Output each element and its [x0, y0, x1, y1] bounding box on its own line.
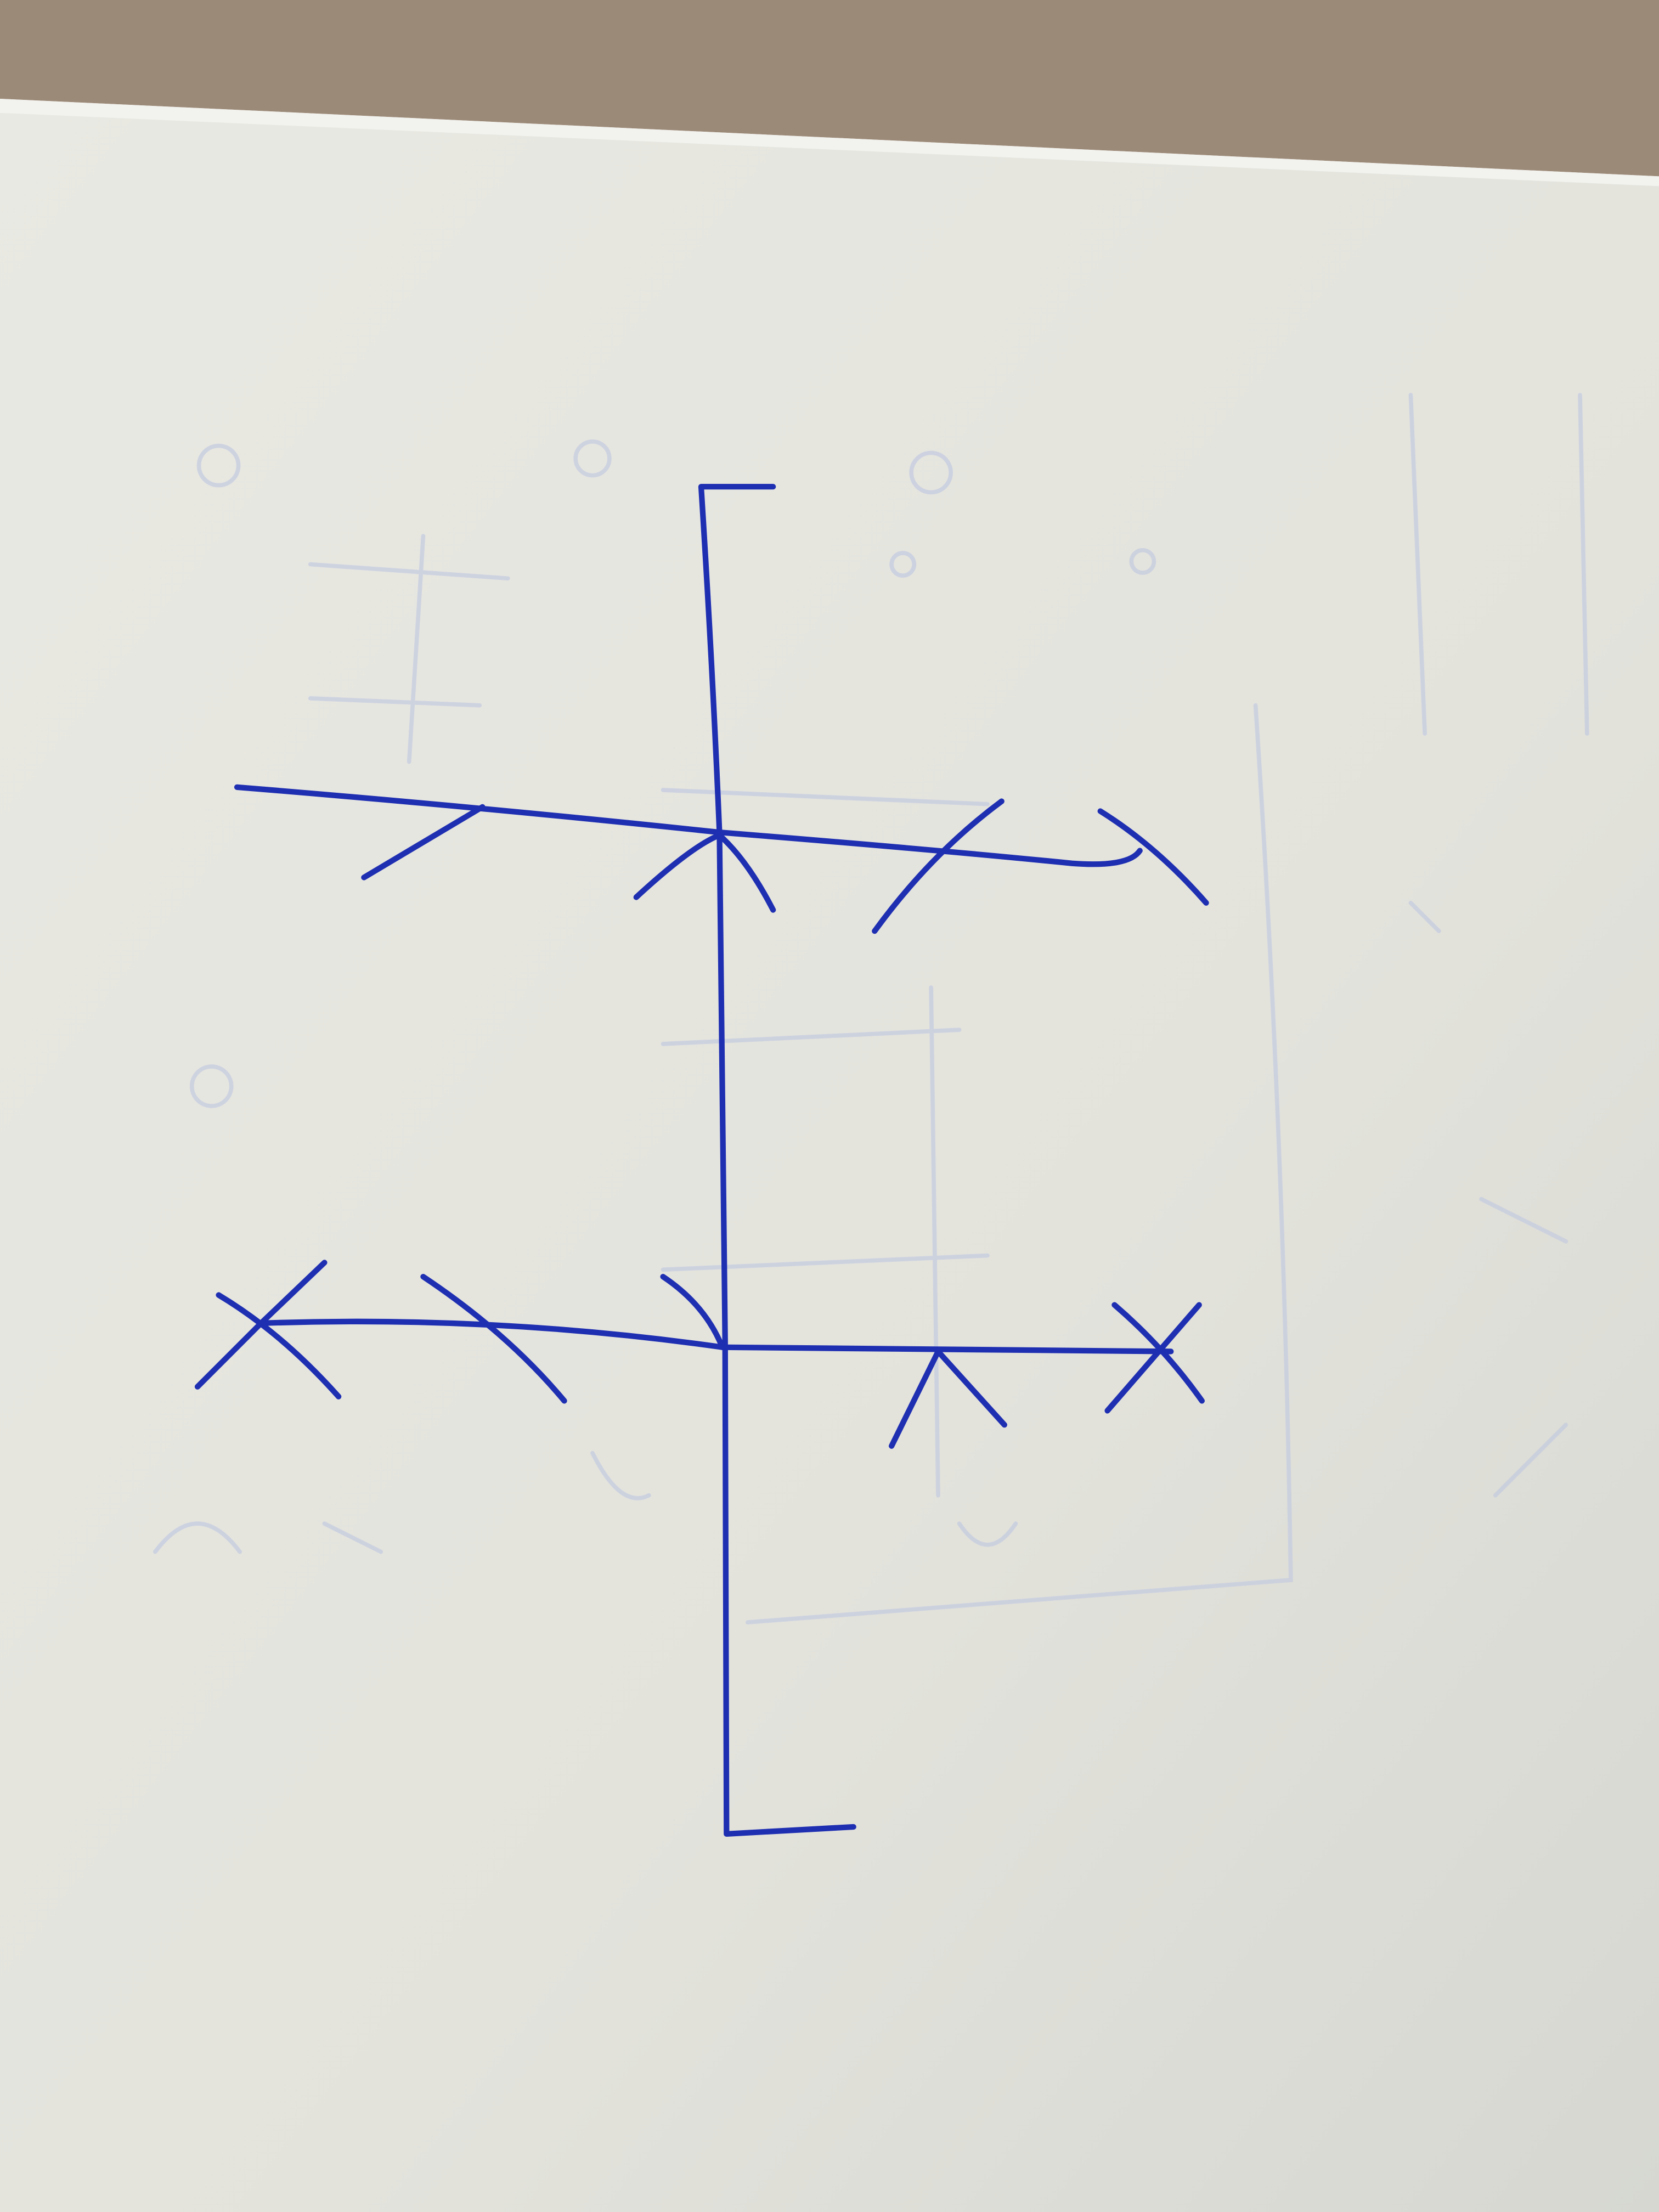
bottom-horizontal-line	[258, 1318, 1174, 1355]
faint-mark	[889, 551, 917, 578]
faint-mark	[196, 443, 241, 488]
vertex-arrow	[633, 832, 776, 913]
top-horizontal-line	[234, 784, 1143, 867]
sketch	[194, 484, 1209, 1837]
tick	[1097, 808, 1209, 906]
tick	[872, 798, 1005, 934]
faint-mark	[1129, 548, 1156, 575]
faint-mark	[661, 788, 990, 1498]
paper-edge	[0, 99, 1659, 187]
tick	[361, 804, 486, 881]
bleed-through	[153, 393, 1589, 1624]
faint-mark	[1408, 393, 1589, 1498]
cross-stroke	[1104, 1302, 1202, 1414]
faint-mark	[153, 1451, 1018, 1554]
paper	[0, 99, 1659, 2212]
cross-stroke	[1111, 1302, 1205, 1404]
vertical-bracket-line	[698, 484, 856, 1837]
tick	[216, 1292, 342, 1400]
faint-mark	[308, 534, 510, 764]
faint-mark	[909, 450, 953, 495]
tick	[660, 1274, 725, 1350]
faint-mark	[189, 1064, 234, 1108]
faint-mark	[573, 439, 612, 478]
vertex-arrow	[889, 1348, 1007, 1449]
tick	[420, 1274, 567, 1404]
faint-mark	[746, 703, 1293, 1624]
